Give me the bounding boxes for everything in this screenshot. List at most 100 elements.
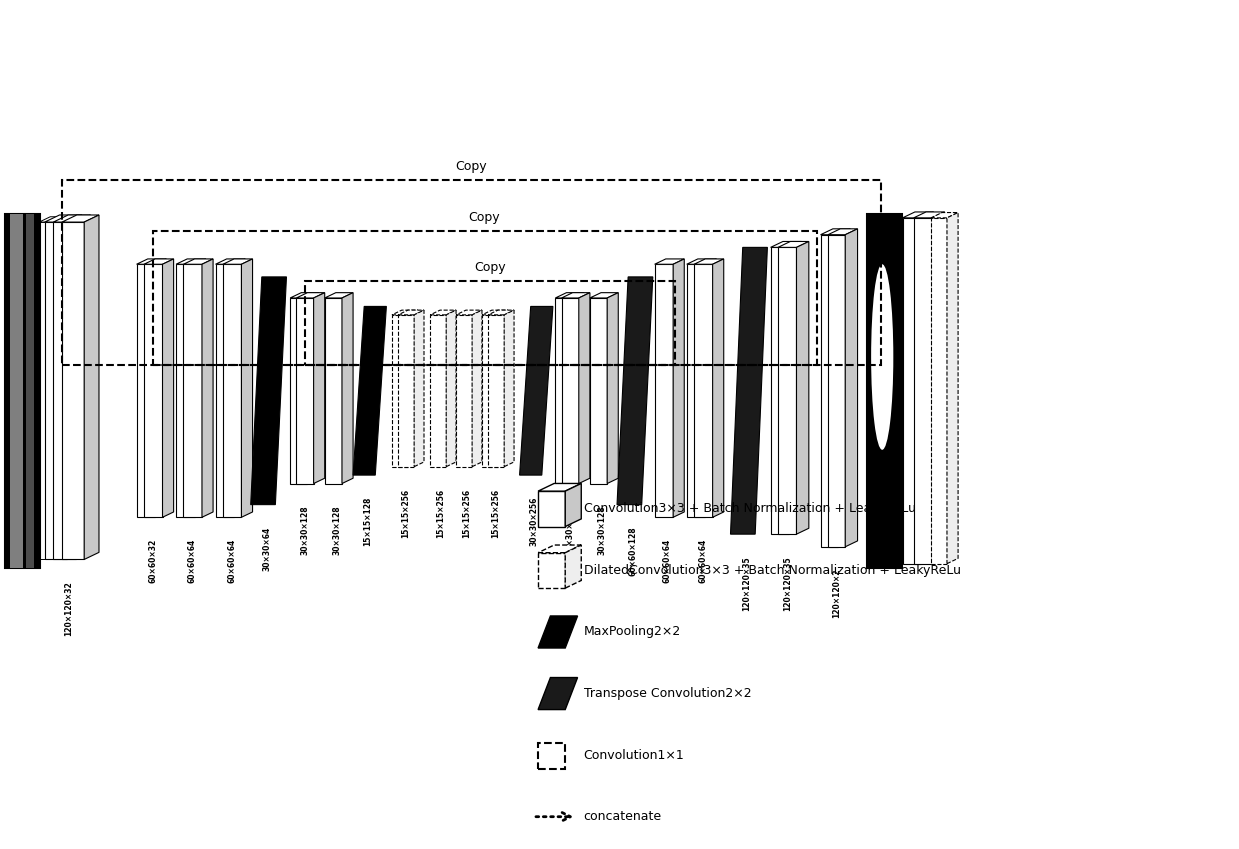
- Polygon shape: [48, 216, 74, 222]
- Text: MaxPooling2×2: MaxPooling2×2: [584, 626, 681, 638]
- Polygon shape: [565, 483, 581, 526]
- Polygon shape: [828, 234, 845, 547]
- Polygon shape: [234, 259, 245, 517]
- Polygon shape: [250, 277, 286, 504]
- Polygon shape: [456, 315, 472, 467]
- Polygon shape: [488, 315, 504, 467]
- Polygon shape: [482, 310, 508, 315]
- Text: 30×30×128: 30×30×128: [566, 505, 575, 555]
- Text: 15×15×256: 15×15×256: [462, 489, 472, 537]
- Polygon shape: [223, 259, 253, 264]
- Text: 120×120×2: 120×120×2: [833, 569, 841, 618]
- Polygon shape: [53, 215, 90, 222]
- Polygon shape: [353, 306, 387, 475]
- Polygon shape: [820, 229, 850, 234]
- Polygon shape: [498, 310, 508, 467]
- Text: 30×30×64: 30×30×64: [263, 526, 271, 571]
- Polygon shape: [694, 264, 712, 517]
- Text: Copy: Copy: [468, 211, 499, 224]
- Bar: [5, 214, 40, 568]
- Polygon shape: [176, 259, 206, 264]
- Text: 30×30×128: 30×30×128: [301, 505, 310, 555]
- Polygon shape: [828, 229, 857, 234]
- Polygon shape: [482, 315, 498, 467]
- Polygon shape: [561, 293, 590, 298]
- Polygon shape: [216, 264, 234, 517]
- Polygon shape: [325, 293, 353, 298]
- Polygon shape: [913, 218, 932, 564]
- Polygon shape: [398, 310, 424, 315]
- Polygon shape: [56, 216, 67, 559]
- Polygon shape: [538, 483, 581, 491]
- Polygon shape: [342, 293, 353, 484]
- Polygon shape: [771, 247, 789, 534]
- Polygon shape: [40, 222, 56, 559]
- Text: Convolution3×3 + Batch Normalization + LeakyReLu: Convolution3×3 + Batch Normalization + L…: [584, 503, 916, 515]
- Polygon shape: [838, 229, 850, 547]
- Text: 120×120×35: 120×120×35: [783, 556, 792, 610]
- Polygon shape: [144, 264, 162, 517]
- Polygon shape: [183, 264, 202, 517]
- Polygon shape: [45, 215, 82, 222]
- Polygon shape: [430, 315, 446, 467]
- Polygon shape: [921, 212, 933, 564]
- Polygon shape: [778, 241, 809, 247]
- Text: 120×120×35: 120×120×35: [742, 556, 751, 610]
- Text: Convolution1×1: Convolution1×1: [584, 749, 684, 762]
- Text: 60×60×32: 60×60×32: [149, 539, 157, 583]
- Text: 30×30×128: 30×30×128: [597, 505, 606, 555]
- Bar: [867, 214, 902, 568]
- Polygon shape: [67, 215, 82, 559]
- Polygon shape: [778, 247, 797, 534]
- Text: 15×15×256: 15×15×256: [401, 489, 410, 537]
- Polygon shape: [579, 293, 590, 484]
- Polygon shape: [538, 616, 577, 648]
- Polygon shape: [290, 298, 307, 484]
- Text: 30×30×128: 30×30×128: [332, 505, 341, 555]
- Text: 60×60×128: 60×60×128: [628, 526, 638, 576]
- Polygon shape: [932, 212, 944, 564]
- Polygon shape: [446, 310, 456, 467]
- Polygon shape: [195, 259, 206, 517]
- Polygon shape: [654, 264, 673, 517]
- Polygon shape: [555, 298, 572, 484]
- Polygon shape: [223, 264, 242, 517]
- Polygon shape: [155, 259, 166, 517]
- Text: 60×60×64: 60×60×64: [699, 539, 707, 583]
- Polygon shape: [771, 241, 802, 247]
- Text: 15×15×256: 15×15×256: [436, 489, 446, 537]
- Polygon shape: [538, 678, 577, 710]
- Polygon shape: [519, 306, 553, 475]
- Text: Copy: Copy: [475, 261, 506, 274]
- Polygon shape: [820, 234, 838, 547]
- Polygon shape: [40, 216, 67, 222]
- Polygon shape: [307, 293, 318, 484]
- Polygon shape: [617, 277, 653, 504]
- Text: DilatedConvolution3×3 + Batch Normalization + LeakyReLu: DilatedConvolution3×3 + Batch Normalizat…: [584, 564, 960, 577]
- Polygon shape: [290, 293, 318, 298]
- Polygon shape: [136, 264, 155, 517]
- Polygon shape: [797, 241, 809, 534]
- Polygon shape: [392, 315, 408, 467]
- Polygon shape: [845, 229, 857, 547]
- Bar: [26, 214, 33, 568]
- Polygon shape: [488, 310, 514, 315]
- Polygon shape: [136, 259, 166, 264]
- Polygon shape: [53, 222, 76, 559]
- Bar: [154, 231, 817, 365]
- Bar: [538, 744, 565, 768]
- Polygon shape: [408, 310, 418, 467]
- Polygon shape: [48, 222, 64, 559]
- Text: Transpose Convolution2×2: Transpose Convolution2×2: [584, 687, 751, 700]
- Polygon shape: [183, 259, 213, 264]
- Text: 120×120×32: 120×120×32: [64, 582, 73, 636]
- Polygon shape: [607, 293, 618, 484]
- Polygon shape: [913, 212, 944, 218]
- Polygon shape: [202, 259, 213, 517]
- Polygon shape: [555, 293, 584, 298]
- Polygon shape: [705, 259, 716, 517]
- Polygon shape: [686, 264, 705, 517]
- Polygon shape: [538, 545, 581, 553]
- Polygon shape: [176, 264, 195, 517]
- Polygon shape: [686, 259, 716, 264]
